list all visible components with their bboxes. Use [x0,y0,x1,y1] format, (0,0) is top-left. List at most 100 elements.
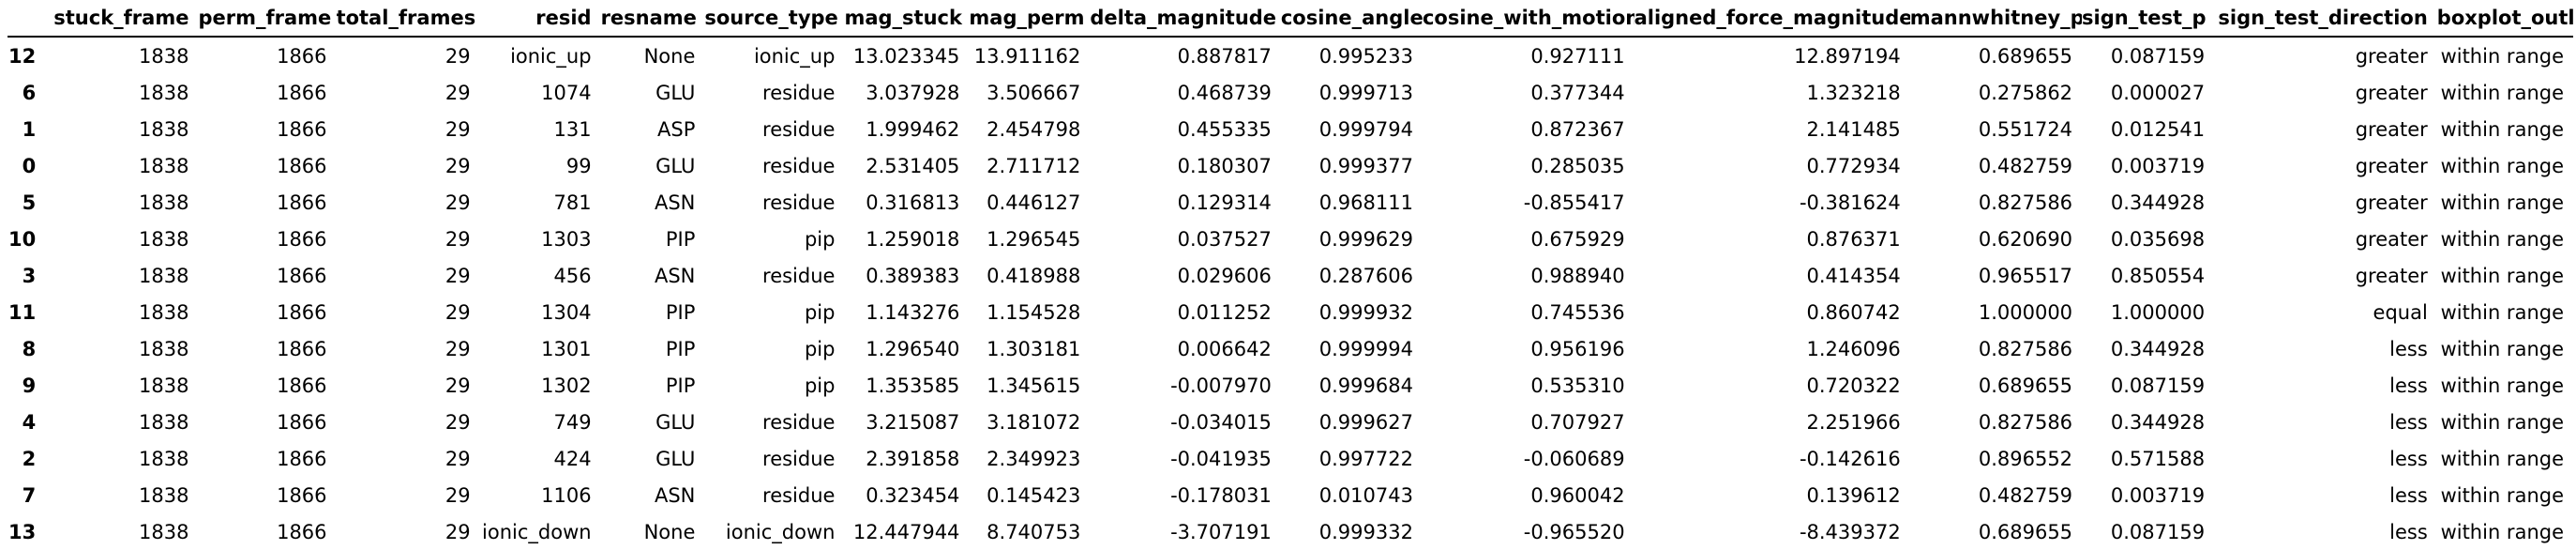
cell-resid: ionic_up [510,44,592,68]
cell-total-frames: 29 [444,447,471,470]
cell-boxplot-outlier: within range [2440,447,2564,470]
cell-mannwhitney-p: 0.827586 [1978,410,2073,434]
table-body: 1 2 1838 1866 29 ionic_up None ionic_up 13.02334… [8,37,2573,550]
cell-mag-stuck: 12.447944 [852,520,960,543]
cell-resid: 1301 [541,337,592,360]
cell-mag-perm: 1.345615 [987,374,1081,397]
column-header-cosine-angle: cosine_angle [1280,0,1423,38]
table-row: 1 1838 1866 29 131 ASP residue 1.999462 2.454798… [8,111,2573,147]
cell-stuck-frame: 1838 [139,44,189,68]
cell-delta-magnitude: 0.180307 [1177,154,1272,177]
cell-aligned-force-magnitude: 0.860742 [1806,300,1901,324]
cell-sign-test-direction: greater [2355,44,2428,68]
cell-sign-test-direction: less [2389,520,2428,543]
cell-cosine-with-motion: 0.927111 [1530,44,1625,68]
cell-cosine-with-motion: 0.872367 [1530,117,1625,141]
header-row: stuck_frame perm_frame total_frames resi… [8,0,2573,38]
cell-cosine-with-motion: 0.377344 [1530,81,1625,104]
cell-aligned-force-magnitude: 12.897194 [1794,44,1901,68]
cell-perm-frame: 1866 [277,374,327,397]
cell-resid: 1106 [541,483,592,507]
cell-source-type: residue [762,117,836,141]
cell-resname: GLU [655,447,696,470]
cell-resid: 456 [553,264,592,287]
cell-resname: None [643,44,696,68]
column-header-index [8,0,46,38]
row-index-cell: 2 [22,447,37,470]
cell-resid: 1074 [541,81,592,104]
cell-mag-perm: 1.296545 [987,227,1081,251]
cell-cosine-with-motion: -0.855417 [1523,191,1625,214]
cell-boxplot-outlier: within range [2440,227,2564,251]
cell-resid: 1303 [541,227,592,251]
table-row: 10 1838 1866 29 1303 PIP pip 1.259018 1.296545 0.… [8,221,2573,257]
cell-boxplot-outlier: within range [2440,117,2564,141]
cell-aligned-force-magnitude: -0.142616 [1799,447,1901,470]
cell-total-frames: 29 [444,483,471,507]
cell-mannwhitney-p: 0.965517 [1978,264,2073,287]
cell-delta-magnitude: 0.129314 [1177,191,1272,214]
cell-cosine-with-motion: 0.960042 [1530,483,1625,507]
cell-mannwhitney-p: 0.551724 [1978,117,2073,141]
cell-aligned-force-magnitude: 1.246096 [1806,337,1901,360]
cell-mag-stuck: 0.389383 [866,264,960,287]
cell-aligned-force-magnitude: 0.876371 [1806,227,1901,251]
cell-sign-test-p: 0.012541 [2110,117,2206,141]
cell-mannwhitney-p: 0.275862 [1978,81,2073,104]
cell-mag-stuck: 0.323454 [866,483,960,507]
cell-delta-magnitude: 0.037527 [1177,227,1272,251]
cell-mannwhitney-p: 0.689655 [1978,44,2073,68]
cell-delta-magnitude: 0.468739 [1177,81,1272,104]
cell-boxplot-outlier: within range [2440,300,2564,324]
cell-stuck-frame: 1838 [139,227,189,251]
cell-total-frames: 29 [444,117,471,141]
cell-mag-stuck: 1.296540 [866,337,960,360]
table-row: 8 1838 1866 29 1301 PIP pip 1.296540 1.303181 0.0… [8,330,2573,367]
cell-total-frames: 29 [444,81,471,104]
cell-sign-test-direction: less [2389,374,2428,397]
cell-delta-magnitude: 0.011252 [1177,300,1272,324]
cell-total-frames: 29 [444,520,471,543]
column-header-sign-test-direction: sign_test_direction [2214,0,2437,38]
cell-cosine-angle: 0.999794 [1318,117,1413,141]
cell-stuck-frame: 1838 [139,374,189,397]
table-row: 3 1838 1866 29 456 ASN residue 0.389383 0.418988… [8,257,2573,294]
cell-cosine-with-motion: -0.060689 [1523,447,1625,470]
cell-delta-magnitude: 0.006642 [1177,337,1272,360]
cell-aligned-force-magnitude: 2.141485 [1806,117,1901,141]
cell-cosine-angle: 0.010743 [1318,483,1413,507]
table-row: 4 1838 1866 29 749 GLU residue 3.215087 3.181072… [8,404,2573,440]
cell-perm-frame: 1866 [277,447,327,470]
cell-perm-frame: 1866 [277,520,327,543]
cell-mag-stuck: 0.316813 [866,191,960,214]
cell-cosine-angle: 0.999629 [1318,227,1413,251]
cell-resname: PIP [665,227,696,251]
cell-mag-perm: 0.418988 [987,264,1081,287]
cell-aligned-force-magnitude: 1.323218 [1806,81,1901,104]
column-header-mannwhitney-p: mannwhitney_p [1909,0,2083,38]
cell-source-type: ionic_up [753,44,836,68]
cell-cosine-angle: 0.999377 [1318,154,1413,177]
cell-boxplot-outlier: within range [2440,154,2564,177]
cell-source-type: residue [762,264,836,287]
cell-source-type: residue [762,447,836,470]
cell-mannwhitney-p: 0.482759 [1978,483,2073,507]
cell-resname: GLU [655,81,696,104]
cell-perm-frame: 1866 [277,410,327,434]
row-index-cell: 1 [22,117,37,141]
cell-mag-stuck: 13.023345 [852,44,960,68]
cell-total-frames: 29 [444,44,471,68]
cell-cosine-angle: 0.995233 [1318,44,1413,68]
table-row: 0 1838 1866 29 99 GLU residue 2.531405 2.711712 0… [8,147,2573,184]
cell-boxplot-outlier: within range [2440,337,2564,360]
column-header-mag-perm: mag_perm [969,0,1091,38]
row-index-cell: 7 [22,483,37,507]
column-header-stuck-frame: stuck_frame [45,0,199,38]
table-row: 5 1838 1866 29 781 ASN residue 0.316813 0.446127… [8,184,2573,221]
cell-perm-frame: 1866 [277,81,327,104]
cell-delta-magnitude: -0.178031 [1170,483,1272,507]
cell-perm-frame: 1866 [277,44,327,68]
cell-total-frames: 29 [444,154,471,177]
cell-aligned-force-magnitude: 2.251966 [1806,410,1901,434]
cell-stuck-frame: 1838 [139,81,189,104]
